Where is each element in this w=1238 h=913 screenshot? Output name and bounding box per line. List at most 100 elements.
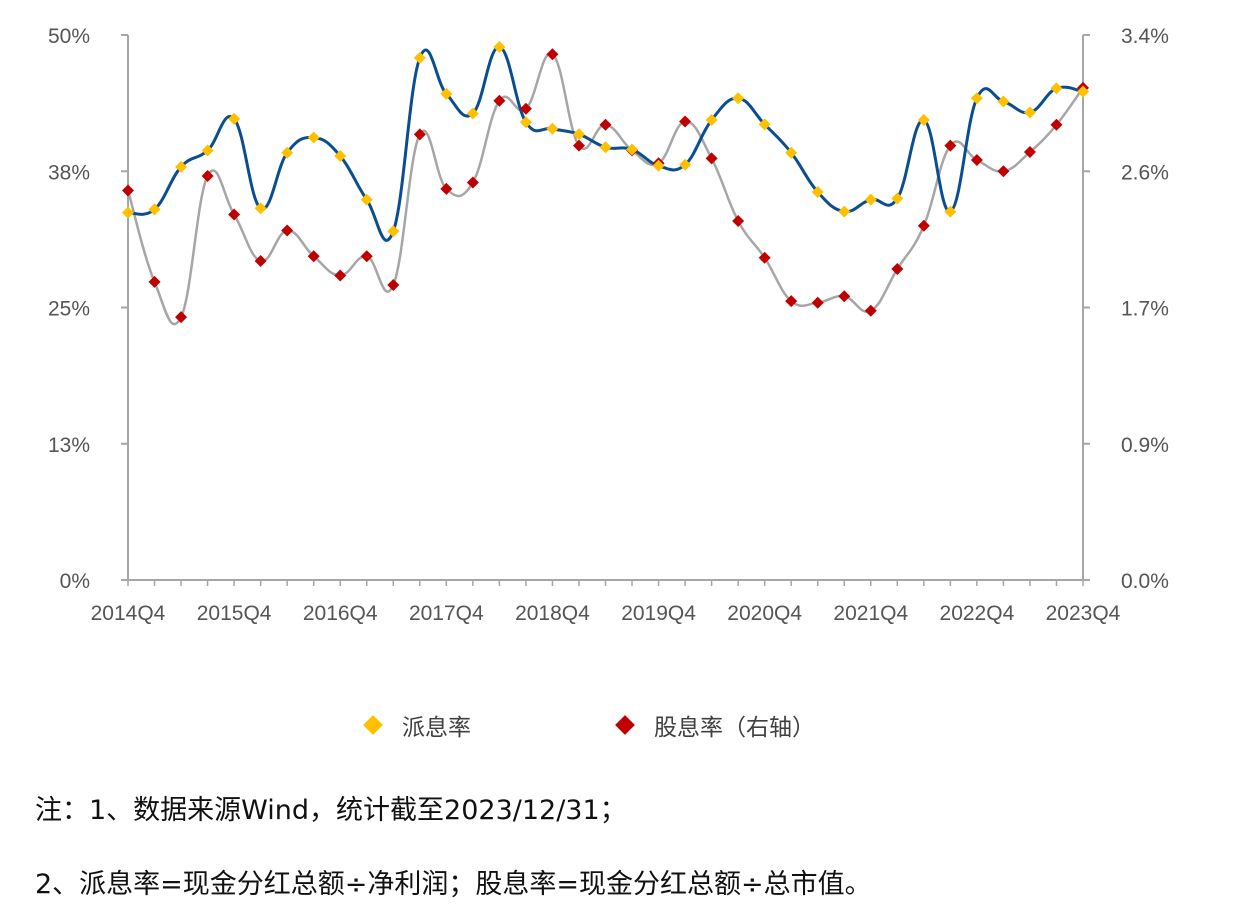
marker-payout-ratio [599,141,612,154]
marker-dividend-yield [891,263,904,276]
marker-payout-ratio [838,205,851,218]
x-tick-label: 2022Q4 [940,602,1015,625]
legend-item-payout-ratio: 派息率 [363,708,471,742]
marker-dividend-yield [997,165,1010,178]
marker-payout-ratio [254,202,267,215]
marker-payout-ratio [360,193,373,206]
marker-dividend-yield [387,279,400,292]
marker-dividend-yield [838,290,851,303]
chart-tick-labels: 0% 0.0% 13% 0.9% 25% 1.7% 38% 2.6% 50% 3.4% 2014Q4… [48,25,1169,625]
marker-payout-ratio [546,122,559,135]
y-tick-label-left: 0% [60,570,90,593]
y-tick-label-right: 0.0% [1121,570,1169,593]
marker-payout-ratio [122,206,134,219]
marker-payout-ratio [970,92,983,105]
chart-markers [122,40,1089,324]
marker-dividend-yield [228,208,241,221]
footnote-line-2: 2、派息率=现金分红总额÷净利润；股息率=现金分红总额÷总市值。 [35,869,872,900]
x-tick-label: 2019Q4 [621,602,696,625]
y-tick-label-left: 25% [48,298,90,321]
marker-payout-ratio [1077,85,1089,98]
dividend-chart: 0% 0.0% 13% 0.9% 25% 1.7% 38% 2.6% 50% 3.4% 2014Q4… [48,25,1169,625]
y-tick-label-left: 13% [48,434,90,457]
marker-dividend-yield [122,184,134,197]
marker-dividend-yield [1050,118,1063,131]
y-tick-label-right: 0.9% [1121,434,1169,457]
marker-dividend-yield [1023,146,1036,159]
marker-payout-ratio [732,92,745,105]
marker-payout-ratio [175,160,188,173]
marker-payout-ratio [1023,106,1036,119]
marker-dividend-yield [599,118,612,131]
x-tick-label: 2014Q4 [91,602,166,625]
marker-dividend-yield [175,311,188,324]
series-line-dividend-yield [126,52,1085,326]
legend-marker-payout-icon [363,715,383,735]
marker-dividend-yield [466,176,479,189]
marker-dividend-yield [519,102,532,115]
marker-payout-ratio [811,185,824,198]
x-tick-label: 2021Q4 [833,602,908,625]
marker-dividend-yield [758,251,771,264]
x-tick-label: 2020Q4 [727,602,802,625]
x-tick-label: 2018Q4 [515,602,590,625]
marker-payout-ratio [466,107,479,120]
marker-payout-ratio [228,112,241,125]
footnote-line-1: 注：1、数据来源Wind，统计截至2023/12/31； [35,795,627,826]
legend-label-yield: 股息率（右轴） [654,715,815,741]
legend-label-payout: 派息率 [402,715,471,741]
marker-payout-ratio [334,149,347,162]
marker-dividend-yield [493,94,506,107]
marker-payout-ratio [626,143,639,156]
y-tick-label-left: 50% [48,25,90,48]
y-tick-label-left: 38% [48,161,90,184]
marker-dividend-yield [307,250,320,263]
marker-dividend-yield [864,304,877,317]
marker-payout-ratio [413,51,426,64]
marker-dividend-yield [281,224,294,237]
legend-item-dividend-yield: 股息率（右轴） [615,708,815,742]
marker-dividend-yield [254,255,267,268]
marker-dividend-yield [705,152,718,165]
marker-payout-ratio [281,146,294,159]
marker-payout-ratio [440,87,453,100]
marker-dividend-yield [360,250,373,263]
legend-marker-yield-icon [615,715,635,735]
marker-payout-ratio [785,146,798,159]
x-tick-label: 2016Q4 [303,602,378,625]
chart-axes [121,34,1090,586]
marker-dividend-yield [732,214,745,227]
marker-payout-ratio [148,203,161,216]
marker-dividend-yield [679,115,692,128]
marker-payout-ratio [387,225,400,238]
marker-payout-ratio [1050,82,1063,95]
marker-dividend-yield [148,275,161,288]
marker-dividend-yield [413,128,426,141]
x-tick-label: 2017Q4 [409,602,484,625]
marker-dividend-yield [546,48,559,61]
marker-dividend-yield [334,269,347,282]
x-tick-label: 2023Q4 [1046,602,1121,625]
marker-dividend-yield [811,296,824,309]
marker-payout-ratio [705,114,718,127]
marker-payout-ratio [307,131,320,144]
marker-dividend-yield [572,139,585,152]
marker-dividend-yield [944,139,957,152]
marker-payout-ratio [891,192,904,205]
marker-payout-ratio [572,128,585,141]
chart-lines [126,45,1085,326]
marker-payout-ratio [758,118,771,131]
chart-legend: 派息率 股息率（右轴） [0,708,1238,748]
marker-payout-ratio [864,193,877,206]
marker-payout-ratio [917,114,930,127]
marker-payout-ratio [679,158,692,171]
marker-dividend-yield [201,170,214,183]
x-tick-label: 2015Q4 [197,602,272,625]
y-tick-label-right: 1.7% [1121,298,1169,321]
y-tick-label-right: 3.4% [1121,25,1169,48]
marker-payout-ratio [944,205,957,218]
marker-payout-ratio [652,159,665,172]
marker-dividend-yield [785,295,798,308]
marker-dividend-yield [440,182,453,195]
marker-dividend-yield [970,154,983,167]
